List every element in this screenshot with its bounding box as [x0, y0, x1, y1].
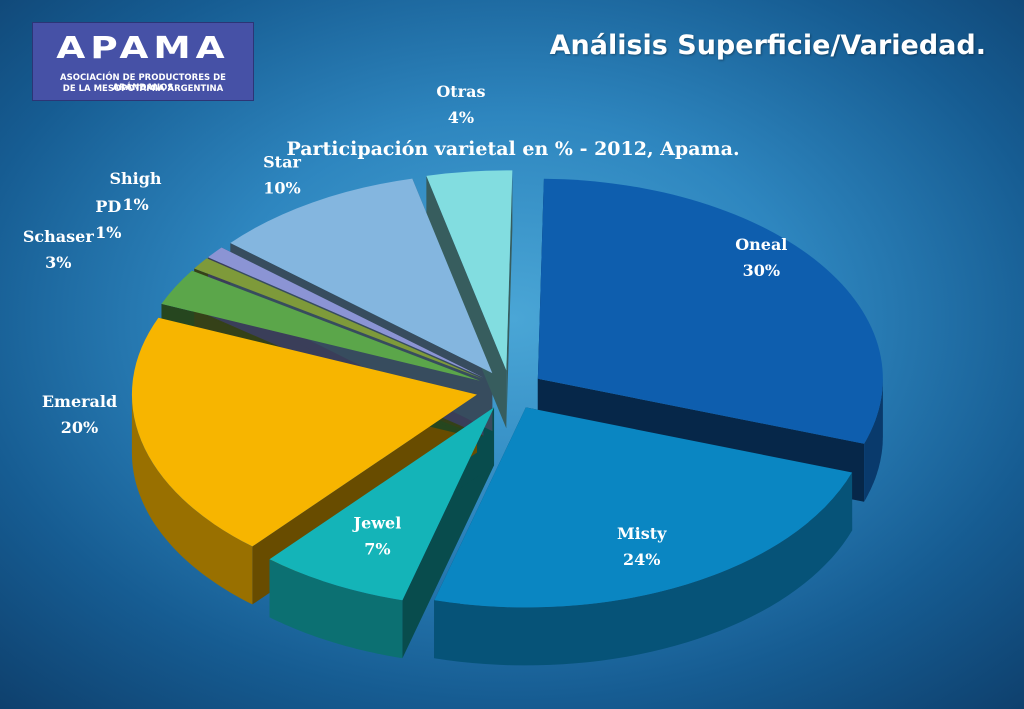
pie-slice-misty	[434, 407, 853, 608]
apama-logo: APAMA ASOCIACIÓN DE PRODUCTORES DE ARÁND…	[32, 22, 254, 101]
data-label-shigh-value: 1%	[122, 195, 148, 214]
pie-slice-side-jewel	[269, 559, 403, 659]
data-label-oneal-value: 30%	[743, 261, 780, 280]
data-label-jewel-name: Jewel	[352, 514, 402, 533]
data-label-jewel-value: 7%	[364, 540, 390, 559]
data-label-misty-value: 24%	[623, 550, 660, 569]
pie-slice-pd	[194, 258, 483, 379]
pie-slice-side-misty	[434, 472, 853, 666]
data-label-star-value: 10%	[263, 178, 300, 197]
pie-slice-star	[230, 178, 493, 374]
chart-title: Participación varietal en % - 2012, Apam…	[286, 138, 739, 160]
data-label-shigh-name: Shigh	[109, 169, 161, 188]
data-label-misty-name: Misty	[617, 524, 667, 543]
data-label-schaser-value: 3%	[45, 253, 71, 272]
data-label-pd-name: PD	[95, 197, 121, 216]
pie-slice-schaser	[161, 270, 480, 381]
logo-subtitle-line2: DE LA MESOPOTAMIA ARGENTINA	[62, 84, 224, 94]
pie-slice-side-oneal	[864, 378, 883, 502]
data-label-otras-name: Otras	[436, 82, 485, 101]
pie-slice-emerald	[131, 317, 477, 547]
pie-slices	[131, 170, 883, 666]
logo-wordmark: APAMA	[56, 31, 230, 66]
data-label-pd-value: 1%	[95, 223, 121, 242]
data-label-emerald-name: Emerald	[42, 392, 117, 411]
data-label-emerald-value: 20%	[61, 418, 98, 437]
data-label-otras-value: 4%	[448, 108, 474, 127]
pie-slice-otras	[426, 170, 513, 371]
pie-slice-jewel	[269, 407, 495, 601]
pie-slice-side-emerald	[131, 394, 253, 605]
pie-labels: Oneal 30% Misty 24% Jewel 7% Emerald 20% Schaser…	[23, 82, 788, 569]
pie-slice-face-otras	[506, 170, 513, 429]
logo-subtitle-line1: ASOCIACIÓN DE PRODUCTORES DE ARÁNDANOS	[60, 73, 226, 93]
page-title: Análisis Superficie/Variedad.	[549, 30, 986, 61]
data-label-star-name: Star	[263, 152, 301, 171]
pie-slice-shigh	[207, 247, 484, 378]
data-label-schaser-name: Schaser	[23, 227, 94, 246]
data-label-oneal-name: Oneal	[735, 235, 787, 254]
pie-slice-oneal	[537, 178, 883, 444]
